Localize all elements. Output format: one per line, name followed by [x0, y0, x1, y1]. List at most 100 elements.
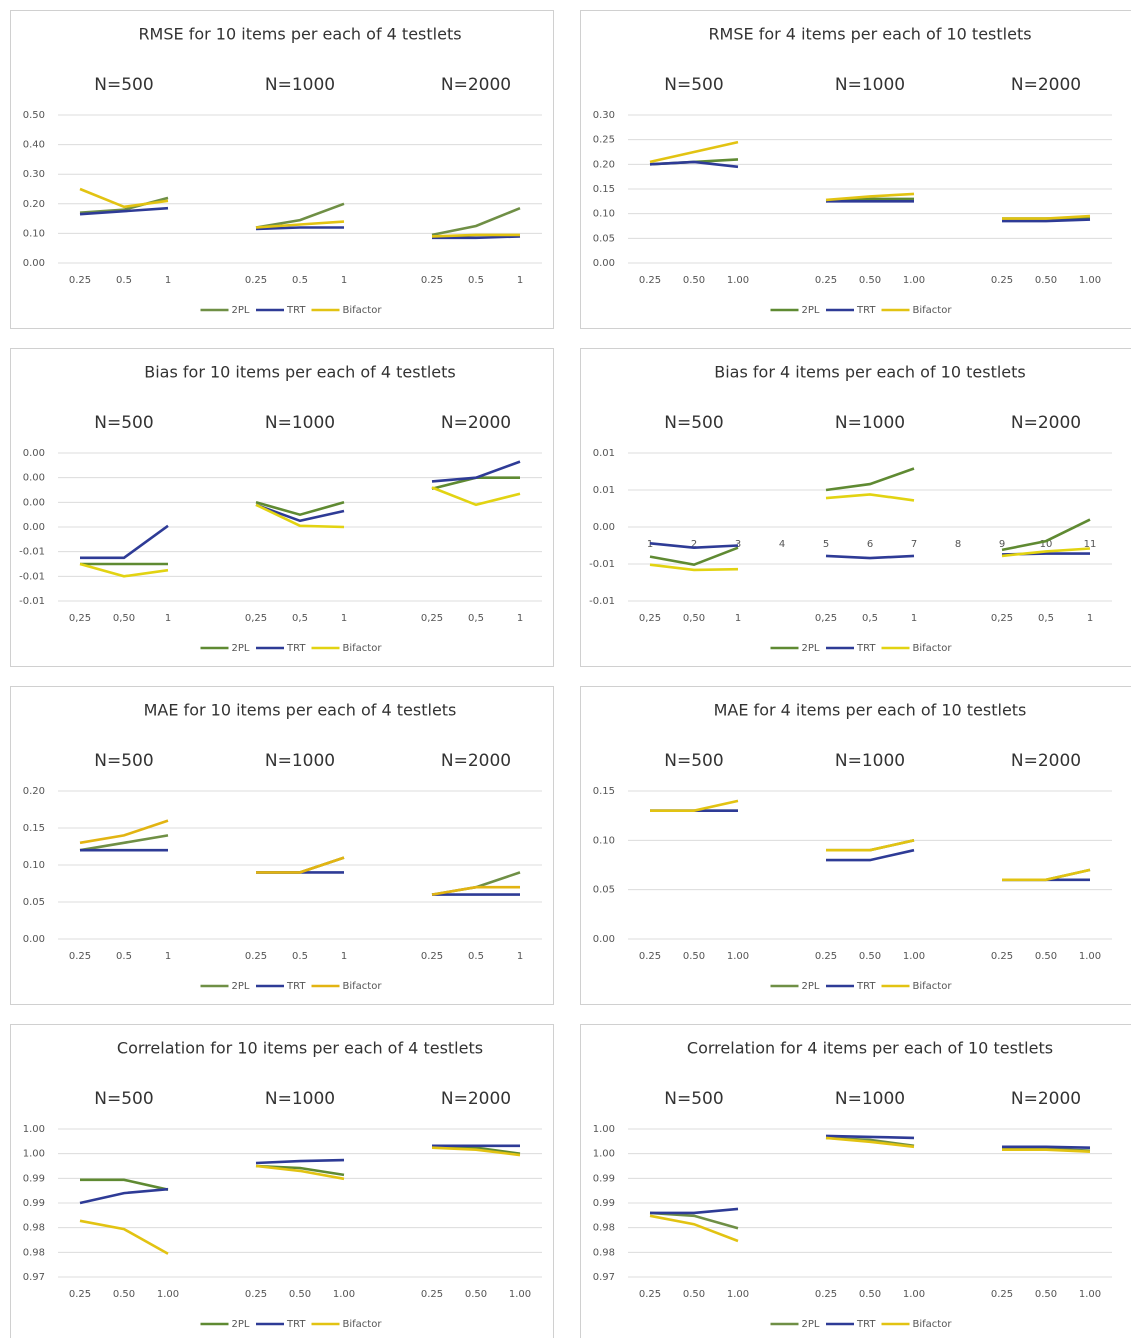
x-tick-label: 0,5: [292, 613, 308, 624]
y-tick-label: 0.99: [593, 1173, 615, 1184]
x-tick-label: 0.25: [815, 951, 837, 962]
group-label: N=1000: [835, 75, 905, 95]
chart-panel: Correlation for 10 items per each of 4 t…: [10, 1024, 554, 1338]
index-label: 4: [779, 539, 785, 550]
x-tick-label: 1: [341, 951, 347, 962]
x-tick-label: 0.50: [859, 275, 881, 286]
x-tick-label: 0.50: [683, 275, 705, 286]
series-line: [825, 554, 915, 560]
series-line: [649, 546, 739, 567]
x-tick-label: 1.00: [727, 1289, 749, 1300]
series-line: [80, 524, 169, 560]
legend-label: Bifactor: [343, 1319, 383, 1330]
x-tick-label: 1.00: [727, 275, 749, 286]
x-tick-label: 0.5: [116, 951, 132, 962]
y-tick-label: 0.97: [593, 1272, 615, 1283]
series-line: [1002, 1145, 1091, 1149]
group-label: N=500: [664, 413, 723, 433]
group-label: N=1000: [265, 1089, 335, 1109]
legend-label: 2PL: [802, 981, 820, 992]
legend-label: 2PL: [232, 1319, 250, 1330]
x-tick-label: 1.00: [903, 1289, 925, 1300]
panel-border: [580, 1024, 1131, 1338]
x-tick-label: 0.5: [292, 275, 308, 286]
series-line: [79, 562, 169, 578]
chart-title: RMSE for 4 items per each of 10 testlets: [708, 25, 1031, 44]
x-tick-label: 1.00: [903, 951, 925, 962]
series-line: [255, 202, 345, 229]
x-tick-label: 0,25: [421, 613, 443, 624]
y-tick-label: 0.30: [593, 110, 615, 121]
series-line: [431, 233, 520, 238]
group-label: N=2000: [441, 413, 511, 433]
y-tick-label: 0.98: [23, 1223, 45, 1234]
x-tick-label: 0.25: [69, 951, 91, 962]
y-tick-label: -0.01: [19, 547, 45, 558]
y-tick-label: 0.98: [23, 1247, 45, 1258]
y-tick-label: 0.98: [593, 1247, 615, 1258]
y-tick-label: 0.20: [593, 159, 615, 170]
x-tick-label: 1.00: [333, 1289, 355, 1300]
group-label: N=2000: [441, 75, 511, 95]
x-tick-label: 1: [341, 275, 347, 286]
group-label: N=2000: [1011, 1089, 1081, 1109]
y-tick-label: 0.40: [23, 140, 45, 151]
index-label: 8: [955, 539, 961, 550]
x-tick-label: 1: [165, 275, 171, 286]
series-line: [255, 226, 344, 231]
y-tick-label: 0.10: [593, 209, 615, 220]
series-line: [1002, 868, 1091, 882]
x-tick-label: 0.50: [465, 1289, 487, 1300]
y-tick-label: 1.00: [23, 1149, 45, 1160]
x-tick-label: 0.25: [245, 1289, 267, 1300]
x-tick-label: 0.5: [468, 275, 484, 286]
series-line: [826, 848, 915, 862]
series-line: [1001, 547, 1091, 558]
y-tick-label: 0.00: [23, 258, 45, 269]
x-tick-label: 0.25: [815, 1289, 837, 1300]
series-line: [432, 235, 521, 240]
chart-panel: Correlation for 4 items per each of 10 t…: [580, 1024, 1131, 1338]
x-tick-label: 0.5: [292, 951, 308, 962]
x-tick-label: 0.25: [639, 275, 661, 286]
legend-label: Bifactor: [343, 643, 383, 654]
y-tick-label: 0.15: [23, 823, 45, 834]
x-tick-label: 0.25: [421, 275, 443, 286]
group-label: N=1000: [265, 75, 335, 95]
index-label: 5: [823, 539, 829, 550]
legend-label: TRT: [286, 1319, 306, 1330]
series-line: [431, 206, 521, 237]
x-tick-label: 0.50: [859, 1289, 881, 1300]
series-line: [1002, 218, 1091, 223]
series-line: [431, 885, 520, 896]
x-tick-label: 1: [1087, 613, 1093, 624]
legend-label: 2PL: [232, 643, 250, 654]
x-tick-label: 1.00: [509, 1289, 531, 1300]
group-label: N=500: [94, 1089, 153, 1109]
series-line: [649, 140, 739, 164]
y-tick-label: 0.99: [23, 1173, 45, 1184]
x-tick-label: 0.25: [69, 1289, 91, 1300]
group-label: N=1000: [265, 751, 335, 771]
chart-title: RMSE for 10 items per each of 4 testlets: [138, 25, 461, 44]
series-line: [79, 206, 169, 216]
series-line: [649, 563, 739, 572]
series-line: [79, 1187, 169, 1205]
legend-label: TRT: [286, 643, 306, 654]
series-line: [255, 503, 345, 523]
series-line: [255, 1158, 345, 1165]
series-line: [80, 1178, 169, 1191]
legend-label: 2PL: [232, 981, 250, 992]
y-tick-label: 1.00: [23, 1124, 45, 1135]
panel-border: [10, 1024, 554, 1338]
x-tick-label: 0.25: [639, 951, 661, 962]
series-line: [825, 1136, 915, 1149]
x-tick-label: 0.50: [683, 951, 705, 962]
x-tick-label: 0.25: [639, 1289, 661, 1300]
chart-title: Correlation for 4 items per each of 10 t…: [687, 1039, 1053, 1058]
series-line: [79, 1219, 169, 1255]
y-tick-label: 0.00: [23, 473, 45, 484]
x-tick-label: 1: [911, 613, 917, 624]
group-label: N=1000: [835, 751, 905, 771]
x-tick-label: 1.00: [727, 951, 749, 962]
